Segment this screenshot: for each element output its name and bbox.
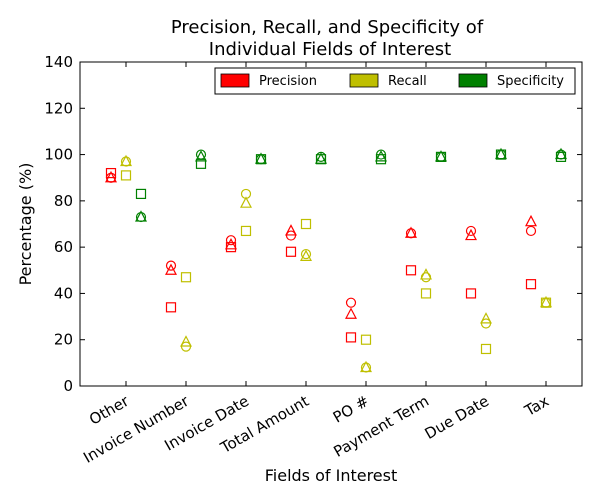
point-recall-square (240, 225, 252, 237)
point-recall-triangle (120, 154, 132, 167)
y-tick-label: 140 (44, 53, 73, 71)
legend-swatch-precision (220, 73, 250, 88)
point-specificity-triangle (195, 150, 207, 162)
point-precision-square (345, 332, 357, 343)
point-recall-triangle (360, 360, 372, 373)
point-specificity-triangle (255, 152, 267, 164)
y-axis: 0 20 40 60 80 100 120 140 (44, 53, 582, 395)
y-tick-label: 40 (54, 284, 73, 302)
y-tick-label: 60 (54, 238, 73, 256)
point-specificity-circle (375, 149, 387, 160)
point-recall-square (360, 334, 372, 345)
point-precision-triangle (285, 224, 297, 236)
point-precision-square (285, 246, 297, 257)
point-precision-triangle (405, 226, 417, 238)
point-precision-square (105, 167, 117, 179)
legend: Precision Recall Specificity (214, 67, 576, 95)
x-tick-label: PO # (330, 392, 372, 427)
point-specificity-circle (195, 149, 207, 160)
chart-title-line-2: Individual Fields of Interest (209, 39, 451, 60)
point-precision-circle (165, 260, 177, 271)
point-specificity-triangle (375, 150, 387, 162)
point-specificity-triangle (555, 147, 567, 160)
x-tick-label: Invoice Number (80, 391, 192, 466)
point-specificity-square (135, 188, 147, 200)
x-tick-label: Due Date (422, 392, 492, 443)
point-recall-triangle (240, 196, 252, 208)
point-recall-triangle (480, 312, 492, 324)
point-recall-triangle (420, 268, 432, 280)
point-specificity-triangle (435, 150, 447, 162)
point-recall-triangle (180, 335, 192, 347)
point-recall-square (180, 272, 192, 283)
point-precision-square (165, 302, 177, 313)
plot-area (79, 61, 583, 387)
data-points (105, 147, 567, 373)
point-recall-square (120, 170, 132, 181)
point-recall-circle (180, 341, 192, 352)
point-precision-circle (465, 225, 477, 237)
legend-label-recall: Recall (388, 74, 427, 89)
y-tick-label: 20 (54, 331, 73, 349)
point-recall-triangle (300, 249, 312, 261)
point-precision-triangle (105, 170, 117, 183)
point-precision-square (525, 279, 537, 290)
point-precision-circle (525, 225, 537, 237)
point-precision-triangle (165, 263, 177, 275)
y-axis-label: Percentage (%) (16, 163, 35, 286)
point-precision-square (465, 288, 477, 299)
chart-title-line-1: Precision, Recall, and Specificity of (171, 17, 484, 38)
point-precision-circle (225, 235, 237, 246)
x-axis-label: Fields of Interest (265, 466, 398, 485)
point-recall-square (300, 218, 312, 230)
point-precision-triangle (465, 228, 477, 241)
point-recall-circle (480, 318, 492, 329)
point-recall-circle (420, 272, 432, 283)
point-specificity-circle (315, 151, 327, 162)
point-recall-circle (300, 248, 312, 260)
point-specificity-triangle (495, 147, 507, 160)
y-tick-label: 120 (44, 99, 73, 117)
point-specificity-triangle (315, 152, 327, 164)
y-tick-label: 80 (54, 192, 73, 210)
point-precision-circle (285, 230, 297, 241)
x-tick-label: Other (86, 391, 133, 428)
y-tick-label: 100 (44, 146, 73, 164)
point-precision-triangle (225, 238, 237, 250)
legend-swatch-specificity (458, 73, 488, 88)
legend-swatch-recall (349, 73, 379, 88)
legend-label-specificity: Specificity (497, 74, 564, 89)
point-precision-square (405, 265, 417, 276)
legend-box (214, 67, 576, 95)
point-precision-triangle (345, 307, 357, 319)
point-precision-triangle (525, 214, 537, 227)
point-recall-triangle (540, 295, 552, 308)
point-precision-circle (345, 297, 357, 308)
point-recall-square (480, 343, 492, 355)
legend-label-precision: Precision (259, 74, 317, 89)
x-tick-label: Tax (521, 392, 552, 421)
y-tick-label: 0 (63, 377, 73, 395)
point-recall-square (420, 288, 432, 299)
point-specificity-triangle (135, 210, 147, 222)
